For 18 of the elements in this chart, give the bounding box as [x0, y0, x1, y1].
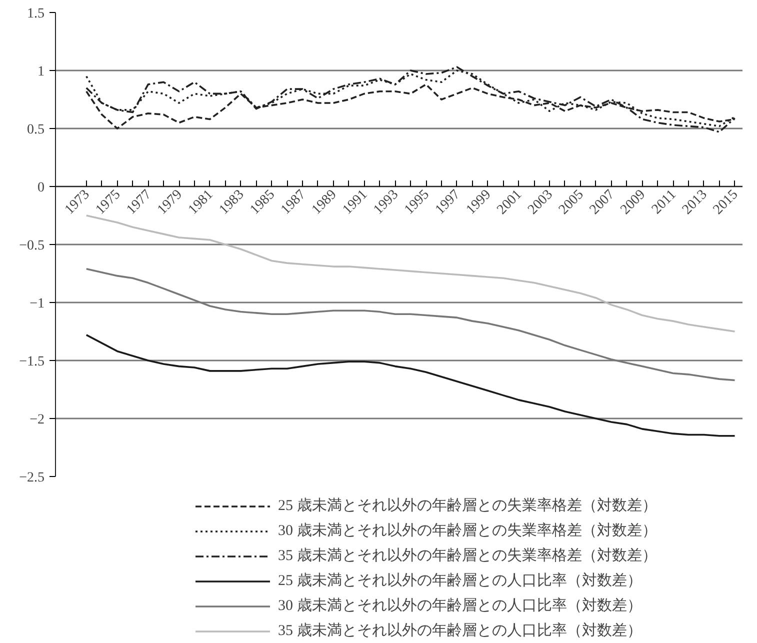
x-tick-label: 1991: [340, 187, 371, 218]
legend-label: 30 歳未満とそれ以外の年齢層との人口比率（対数差）: [278, 596, 642, 615]
y-tick-label: −1.5: [19, 354, 45, 370]
y-tick-label: −2.5: [19, 470, 45, 486]
y-tick-label: 1.5: [27, 6, 44, 22]
x-tick-label: 1981: [186, 187, 216, 218]
legend-label: 30 歳未満とそれ以外の年齢層との失業率格差（対数差）: [278, 521, 657, 540]
legend-label: 35 歳未満とそれ以外の年齢層との失業率格差（対数差）: [278, 546, 657, 565]
y-tick-label: −1: [30, 296, 45, 312]
y-tick-label: 1: [38, 64, 44, 80]
legend-label: 25 歳未満とそれ以外の年齢層との人口比率（対数差）: [278, 571, 642, 590]
y-tick-label: 0.5: [27, 122, 44, 138]
y-tick-label: 0: [38, 180, 44, 196]
legend-label: 35 歳未満とそれ以外の年齢層との人口比率（対数差）: [278, 621, 642, 640]
y-tick-label: −2: [30, 412, 45, 428]
y-tick-label: −0.5: [19, 238, 45, 254]
legend-label: 25 歳未満とそれ以外の年齢層との失業率格差（対数差）: [278, 496, 657, 515]
x-tick-label: 2011: [649, 187, 680, 218]
